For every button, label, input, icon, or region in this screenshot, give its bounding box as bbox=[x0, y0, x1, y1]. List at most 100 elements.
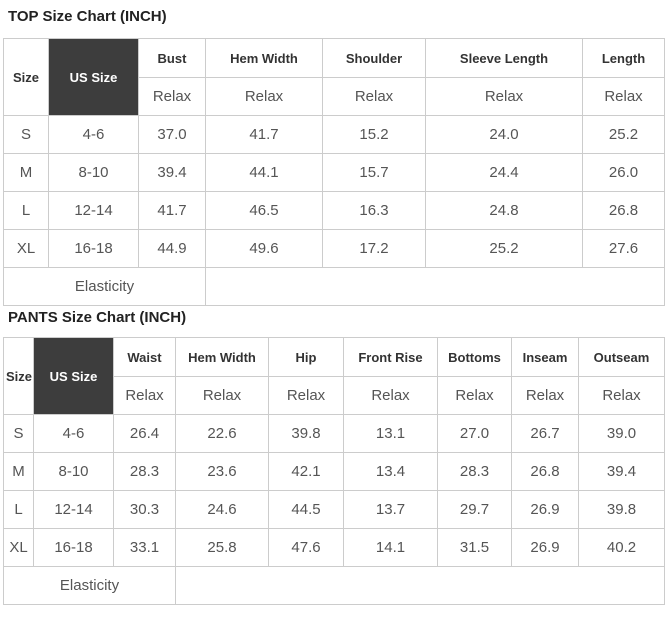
value-cell: 44.1 bbox=[205, 153, 323, 192]
value-cell: 49.6 bbox=[205, 229, 323, 268]
value-cell: 13.1 bbox=[343, 414, 438, 453]
value-cell: 42.1 bbox=[268, 452, 344, 491]
size-cell: XL bbox=[3, 528, 34, 567]
elasticity-row: Elasticity bbox=[3, 267, 665, 306]
size-header-cell: Size bbox=[3, 337, 34, 415]
us-size-cell: 8-10 bbox=[48, 153, 139, 192]
fit-cell: Relax bbox=[437, 376, 512, 415]
pants-table-body: S 4-6 26.4 22.6 39.8 13.1 27.0 26.7 39.0 M 8-10 28.… bbox=[3, 414, 665, 605]
value-cell: 24.0 bbox=[425, 115, 583, 154]
pants-table-header: Size US Size Waist Hem Width Hip Front Rise Bo… bbox=[3, 337, 665, 415]
size-cell: S bbox=[3, 115, 49, 154]
fit-cell: Relax bbox=[343, 376, 438, 415]
measure-header-cell: Bottoms bbox=[437, 337, 512, 377]
top-table-header: Size US Size Bust Hem Width Shoulder Sleeve L… bbox=[3, 38, 665, 116]
top-table-body: S 4-6 37.0 41.7 15.2 24.0 25.2 M 8-10 39.4 44.1 15.… bbox=[3, 115, 665, 306]
size-row-s: S 4-6 26.4 22.6 39.8 13.1 27.0 26.7 39.0 bbox=[3, 414, 665, 453]
us-size-header-cell: US Size bbox=[33, 337, 114, 415]
measure-header-cell: Hip bbox=[268, 337, 344, 377]
us-size-cell: 12-14 bbox=[33, 490, 114, 529]
fit-cell: Relax bbox=[582, 77, 665, 116]
measure-header-cell: Hem Width bbox=[175, 337, 269, 377]
value-cell: 22.6 bbox=[175, 414, 269, 453]
value-cell: 15.7 bbox=[322, 153, 426, 192]
value-cell: 24.4 bbox=[425, 153, 583, 192]
measure-header-cell: Hem Width bbox=[205, 38, 323, 78]
size-header-cell: Size bbox=[3, 38, 49, 116]
measure-header-cell: Front Rise bbox=[343, 337, 438, 377]
value-cell: 16.3 bbox=[322, 191, 426, 230]
value-cell: 40.2 bbox=[578, 528, 665, 567]
fit-cell: Relax bbox=[578, 376, 665, 415]
us-size-cell: 4-6 bbox=[33, 414, 114, 453]
fit-row: Relax Relax Relax Relax Relax bbox=[4, 77, 665, 116]
value-cell: 14.1 bbox=[343, 528, 438, 567]
value-cell: 13.4 bbox=[343, 452, 438, 491]
elasticity-row: Elasticity bbox=[3, 566, 665, 605]
fit-cell: Relax bbox=[205, 77, 323, 116]
measure-header-cell: Shoulder bbox=[322, 38, 426, 78]
value-cell: 17.2 bbox=[322, 229, 426, 268]
value-cell: 39.4 bbox=[138, 153, 206, 192]
us-size-cell: 16-18 bbox=[48, 229, 139, 268]
fit-cell: Relax bbox=[138, 77, 206, 116]
value-cell: 25.2 bbox=[582, 115, 665, 154]
value-cell: 27.0 bbox=[437, 414, 512, 453]
value-cell: 26.9 bbox=[511, 490, 579, 529]
measure-header-cell: Bust bbox=[138, 38, 206, 78]
size-row-xl: XL 16-18 44.9 49.6 17.2 25.2 27.6 bbox=[3, 229, 665, 268]
size-cell: XL bbox=[3, 229, 49, 268]
size-cell: M bbox=[3, 452, 34, 491]
value-cell: 25.2 bbox=[425, 229, 583, 268]
size-cell: L bbox=[3, 490, 34, 529]
measure-header-cell: Waist bbox=[113, 337, 176, 377]
value-cell: 15.2 bbox=[322, 115, 426, 154]
value-cell: 41.7 bbox=[205, 115, 323, 154]
value-cell: 23.6 bbox=[175, 452, 269, 491]
us-size-cell: 4-6 bbox=[48, 115, 139, 154]
measure-header-cell: Sleeve Length bbox=[425, 38, 583, 78]
value-cell: 41.7 bbox=[138, 191, 206, 230]
elasticity-label-cell: Elasticity bbox=[3, 267, 206, 306]
fit-cell: Relax bbox=[425, 77, 583, 116]
value-cell: 47.6 bbox=[268, 528, 344, 567]
value-cell: 44.5 bbox=[268, 490, 344, 529]
value-cell: 30.3 bbox=[113, 490, 176, 529]
elasticity-label-cell: Elasticity bbox=[3, 566, 176, 605]
value-cell: 28.3 bbox=[113, 452, 176, 491]
value-cell: 24.8 bbox=[425, 191, 583, 230]
size-cell: M bbox=[3, 153, 49, 192]
us-size-cell: 8-10 bbox=[33, 452, 114, 491]
value-cell: 26.9 bbox=[511, 528, 579, 567]
value-cell: 29.7 bbox=[437, 490, 512, 529]
value-cell: 39.4 bbox=[578, 452, 665, 491]
value-cell: 25.8 bbox=[175, 528, 269, 567]
fit-cell: Relax bbox=[511, 376, 579, 415]
us-size-cell: 12-14 bbox=[48, 191, 139, 230]
value-cell: 44.9 bbox=[138, 229, 206, 268]
fit-cell: Relax bbox=[268, 376, 344, 415]
value-cell: 28.3 bbox=[437, 452, 512, 491]
size-cell: S bbox=[3, 414, 34, 453]
size-row-s: S 4-6 37.0 41.7 15.2 24.0 25.2 bbox=[3, 115, 665, 154]
size-row-l: L 12-14 41.7 46.5 16.3 24.8 26.8 bbox=[3, 191, 665, 230]
value-cell: 39.0 bbox=[578, 414, 665, 453]
value-cell: 26.7 bbox=[511, 414, 579, 453]
us-size-cell: 16-18 bbox=[33, 528, 114, 567]
header-row: Size US Size Bust Hem Width Shoulder Sleeve L… bbox=[3, 38, 665, 116]
value-cell: 46.5 bbox=[205, 191, 323, 230]
measure-header-cell: Length bbox=[582, 38, 665, 78]
value-cell: 39.8 bbox=[578, 490, 665, 529]
size-row-l: L 12-14 30.3 24.6 44.5 13.7 29.7 26.9 39.8 bbox=[3, 490, 665, 529]
value-cell: 24.6 bbox=[175, 490, 269, 529]
header-row: Size US Size Waist Hem Width Hip Front Rise Bo… bbox=[3, 337, 665, 415]
value-cell: 26.8 bbox=[511, 452, 579, 491]
measure-header-cell: Outseam bbox=[578, 337, 665, 377]
top-size-table: Size US Size Bust Hem Width Shoulder Sleeve L… bbox=[3, 38, 665, 306]
elasticity-empty-cell bbox=[205, 267, 665, 306]
size-row-xl: XL 16-18 33.1 25.8 47.6 14.1 31.5 26.9 40.2 bbox=[3, 528, 665, 567]
fit-cell: Relax bbox=[322, 77, 426, 116]
value-cell: 31.5 bbox=[437, 528, 512, 567]
pants-size-table: Size US Size Waist Hem Width Hip Front Rise Bo… bbox=[3, 337, 665, 605]
pants-chart-title: PANTS Size Chart (INCH) bbox=[8, 309, 187, 326]
